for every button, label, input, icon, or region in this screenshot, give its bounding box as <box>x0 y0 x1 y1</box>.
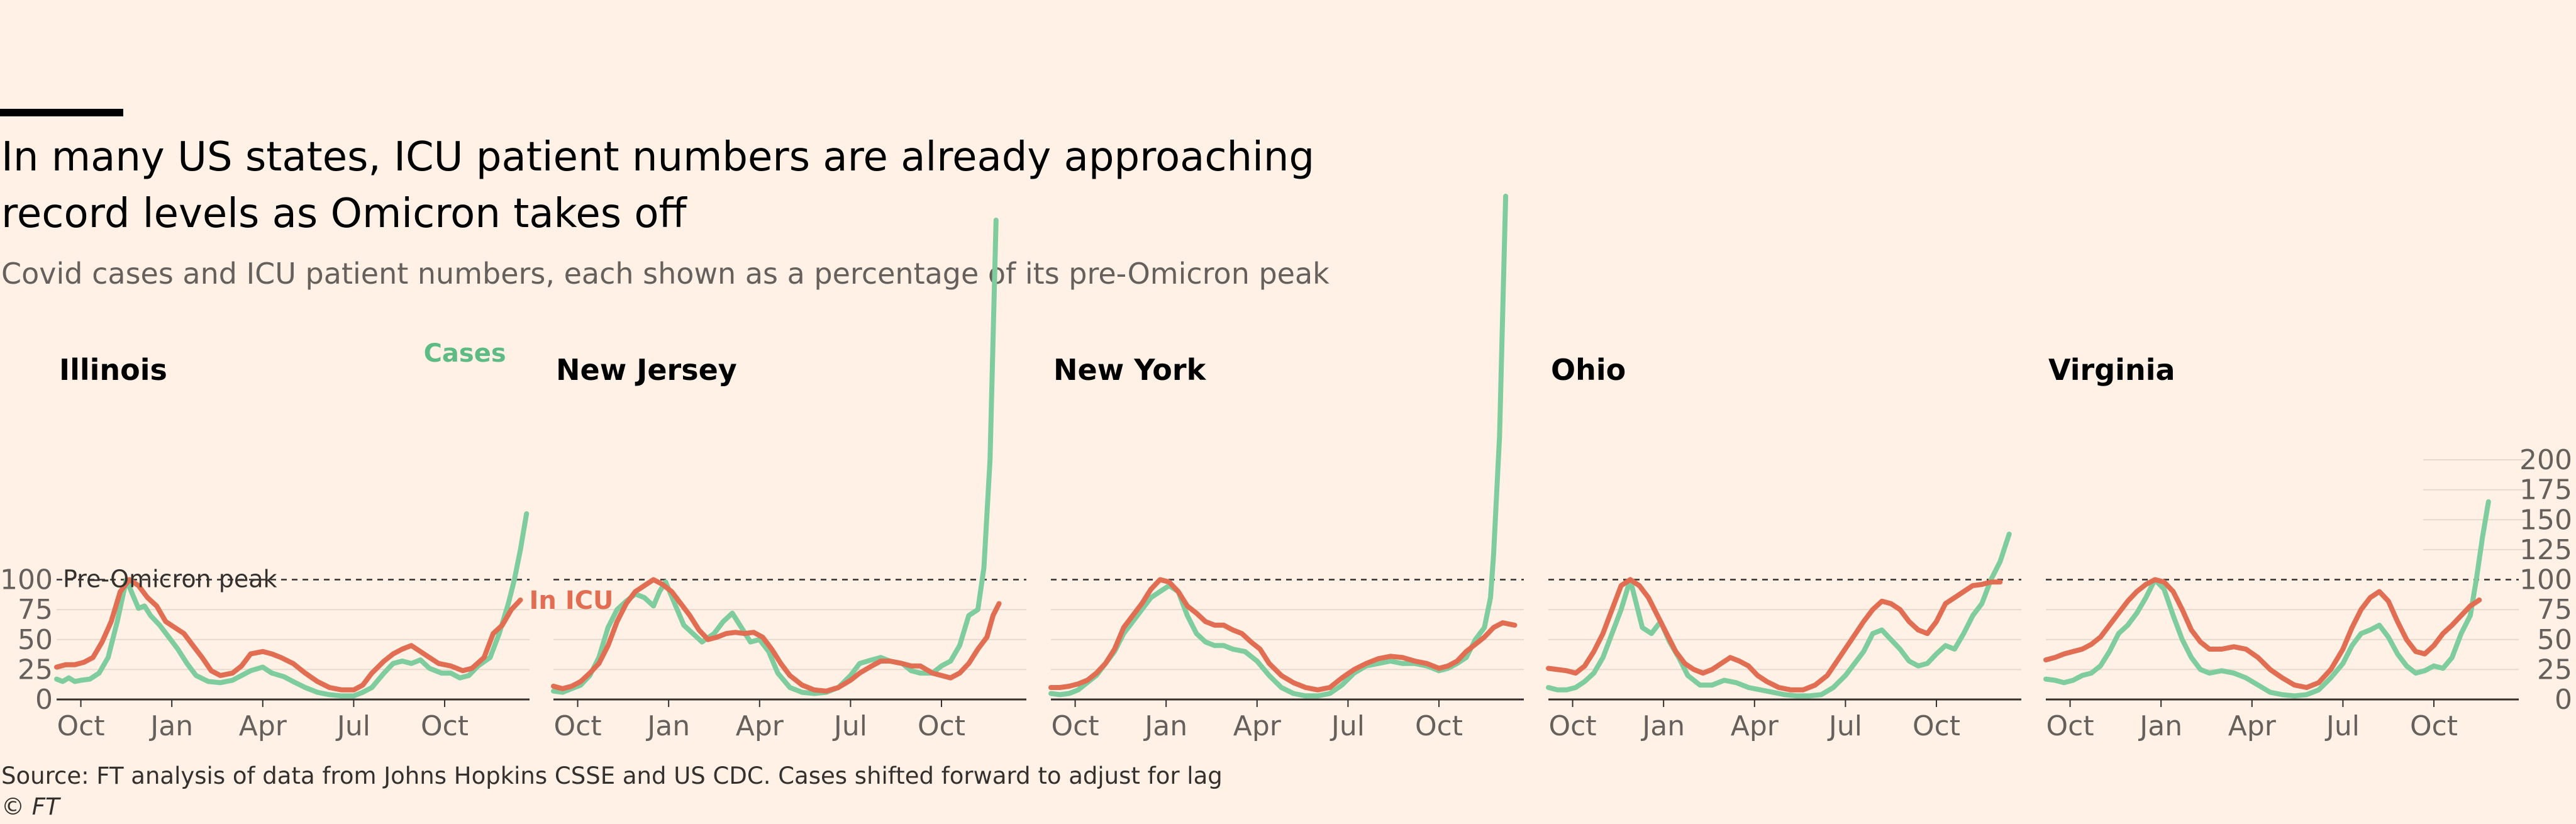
x-tick-new-jersey-4: Oct <box>918 710 965 742</box>
x-tick-virginia-3: Jul <box>2324 710 2360 742</box>
cases-line-new-jersey <box>551 218 999 696</box>
y-tick-right-0: 0 <box>2555 684 2572 716</box>
x-tick-new-jersey-2: Apr <box>736 710 784 742</box>
x-tick-new-york-3: Jul <box>1330 710 1365 742</box>
x-tick-new-jersey-1: Jan <box>645 710 690 742</box>
y-tick-right-25: 25 <box>2537 654 2572 686</box>
x-tick-new-jersey-3: Jul <box>832 710 867 742</box>
icu-line-new-jersey <box>551 577 1002 694</box>
x-tick-new-york-1: Jan <box>1143 710 1187 742</box>
cases-line-illinois <box>54 511 530 699</box>
y-tick-right-100: 100 <box>2519 564 2572 596</box>
panel-title-illinois: Illinois <box>59 353 167 387</box>
x-tick-illinois-3: Jul <box>335 710 370 742</box>
icu-line-illinois <box>54 577 523 693</box>
icu-line-ohio <box>1546 577 2003 693</box>
accent-bar <box>0 109 123 116</box>
title-line-2: record levels as Omicron takes off <box>1 191 687 237</box>
panel-title-new-jersey: New Jersey <box>556 353 737 387</box>
x-tick-new-york-0: Oct <box>1052 710 1099 742</box>
copyright-note: © FT <box>1 793 60 820</box>
x-tick-virginia-4: Oct <box>2410 710 2458 742</box>
panel-title-new-york: New York <box>1053 353 1207 387</box>
y-tick-right-200: 200 <box>2519 444 2572 476</box>
x-tick-new-york-4: Oct <box>1415 710 1463 742</box>
source-note: Source: FT analysis of data from Johns H… <box>1 762 1223 789</box>
cases-line-virginia <box>2043 499 2491 699</box>
reference-line-label: Pre-Omicron peak <box>63 565 277 593</box>
chart-title: In many US states, ICU patient numbers a… <box>1 129 1385 242</box>
x-tick-ohio-4: Oct <box>1913 710 1960 742</box>
x-tick-ohio-3: Jul <box>1827 710 1862 742</box>
icu-line-new-york <box>1048 577 1518 693</box>
y-tick-right-150: 150 <box>2519 504 2572 536</box>
x-tick-ohio-1: Jan <box>1640 710 1685 742</box>
x-tick-virginia-2: Apr <box>2228 710 2277 742</box>
x-tick-illinois-0: Oct <box>57 710 105 742</box>
x-tick-new-york-2: Apr <box>1233 710 1282 742</box>
x-tick-ohio-0: Oct <box>1549 710 1597 742</box>
y-tick-right-75: 75 <box>2537 594 2572 626</box>
chart-subtitle: Covid cases and ICU patient numbers, eac… <box>1 257 1330 291</box>
panel-title-virginia: Virginia <box>2048 353 2175 387</box>
y-tick-left-25: 25 <box>18 654 53 686</box>
y-tick-left-75: 75 <box>18 594 53 626</box>
cases-line-new-york <box>1048 193 1509 699</box>
title-line-1: In many US states, ICU patient numbers a… <box>1 134 1315 181</box>
y-tick-left-0: 0 <box>35 684 53 716</box>
x-tick-new-jersey-0: Oct <box>554 710 602 742</box>
panel-title-ohio: Ohio <box>1551 353 1626 387</box>
cases-series-label: Cases <box>424 339 506 368</box>
y-tick-left-100: 100 <box>0 564 53 596</box>
x-tick-virginia-0: Oct <box>2046 710 2094 742</box>
x-tick-illinois-4: Oct <box>421 710 469 742</box>
x-tick-illinois-2: Apr <box>239 710 287 742</box>
y-tick-right-175: 175 <box>2519 474 2572 506</box>
y-tick-left-50: 50 <box>18 624 53 656</box>
cases-line-ohio <box>1546 532 2012 699</box>
y-tick-right-125: 125 <box>2519 534 2572 566</box>
x-tick-virginia-1: Jan <box>2138 710 2182 742</box>
icu-series-label: In ICU <box>530 586 614 615</box>
x-tick-illinois-1: Jan <box>148 710 193 742</box>
x-tick-ohio-2: Apr <box>1731 710 1779 742</box>
icu-line-virginia <box>2043 577 2482 690</box>
y-tick-right-50: 50 <box>2537 624 2572 656</box>
